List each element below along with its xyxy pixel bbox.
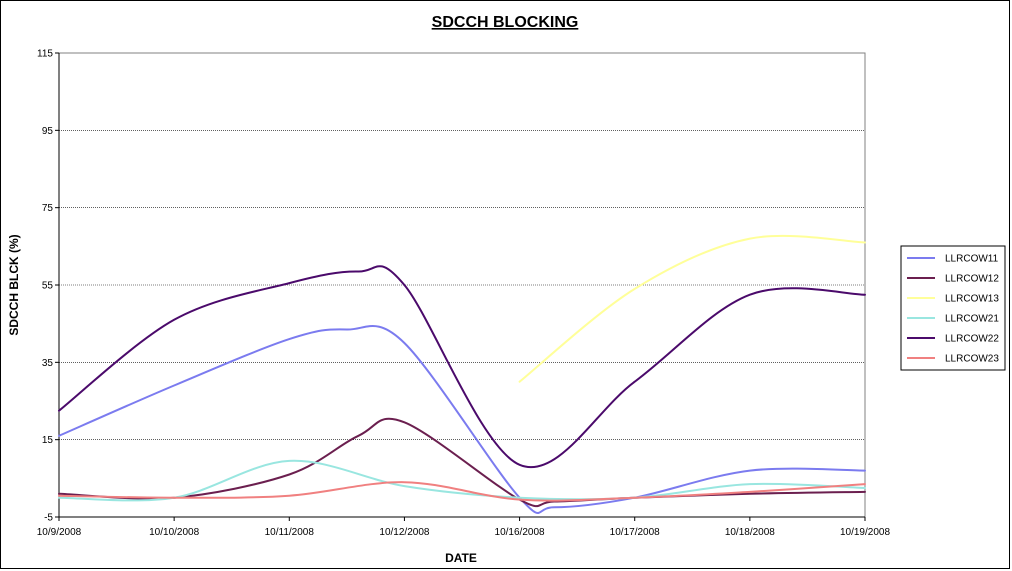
- series-line-llrcow22: [58, 265, 866, 468]
- x-tick-label: 10/12/2008: [379, 527, 429, 538]
- x-tick-label: 10/19/2008: [840, 527, 890, 538]
- legend-label: LLRCOW11: [945, 254, 999, 265]
- x-tick-label: 10/16/2008: [495, 527, 545, 538]
- series-line-llrcow13: [518, 234, 866, 383]
- y-axis-title: SDCCH BLCK (%): [7, 234, 21, 335]
- series-line-llrcow11: [58, 325, 866, 514]
- gridlines: [59, 130, 865, 440]
- legend-box: [900, 245, 1006, 371]
- legend-label: LLRCOW12: [945, 274, 999, 285]
- x-axis: 10/9/2008 10/10/2008 10/11/2008 10/12/2008 1…: [37, 516, 890, 538]
- x-tick-label: 10/9/2008: [37, 527, 82, 538]
- legend-label: LLRCOW22: [945, 334, 999, 345]
- series-lines: [58, 234, 866, 514]
- x-tick-label: 10/11/2008: [265, 527, 315, 538]
- y-tick-label: 35: [42, 358, 54, 369]
- legend-label: LLRCOW13: [945, 294, 999, 305]
- legend-label: LLRCOW23: [945, 354, 999, 365]
- legend: LLRCOW11 LLRCOW12 LLRCOW13 LLRCOW21 LLRCOW22…: [900, 245, 1006, 371]
- y-tick-label: 75: [42, 203, 54, 214]
- chart-title: SDCCH BLOCKING: [432, 14, 579, 31]
- y-tick-label: 115: [37, 49, 53, 60]
- series-line-llrcow23: [58, 481, 866, 502]
- x-tick-label: 10/18/2008: [725, 527, 775, 538]
- x-tick-label: 10/10/2008: [149, 527, 199, 538]
- y-axis: -5 15 35 55 75 95 115: [37, 49, 60, 524]
- y-tick-label: 15: [42, 435, 54, 446]
- legend-label: LLRCOW21: [945, 314, 999, 325]
- y-tick-label: 95: [42, 126, 54, 137]
- x-axis-title: DATE: [445, 551, 477, 565]
- x-tick-label: 10/17/2008: [610, 527, 660, 538]
- y-tick-label: -5: [44, 513, 53, 524]
- series-line-llrcow21: [58, 459, 866, 502]
- y-tick-label: 55: [42, 281, 54, 292]
